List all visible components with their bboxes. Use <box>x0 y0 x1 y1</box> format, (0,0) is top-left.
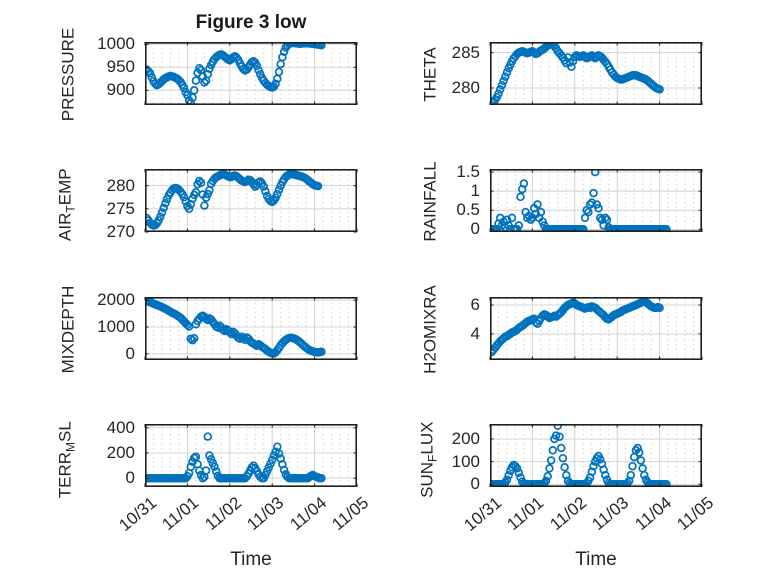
subplot-rainfall <box>489 169 703 233</box>
y-tick-label: 400 <box>106 417 135 437</box>
minor-grid <box>152 298 350 359</box>
axes-border <box>490 424 702 488</box>
y-tick-label: 4 <box>470 323 480 343</box>
minor-grid <box>497 298 695 359</box>
scatter-series <box>490 42 664 105</box>
y-tick-label: 2000 <box>97 290 135 310</box>
scatter-series <box>490 297 664 357</box>
axes-border <box>490 169 702 233</box>
y-tick-label: 1.5 <box>456 162 480 182</box>
axes-border <box>145 169 357 233</box>
y-tick-label: 950 <box>106 57 135 77</box>
axes-border <box>490 297 702 361</box>
subplot-air_temp <box>144 169 358 233</box>
major-grid <box>145 42 357 105</box>
y-tick-label: 100 <box>451 451 480 471</box>
subplot-sun_flux <box>489 424 703 488</box>
y-tick-label: 280 <box>451 78 480 97</box>
y-tick-label: 0.5 <box>456 200 480 220</box>
subplot-mixdepth <box>144 297 358 361</box>
x-axis-label-left: Time <box>230 549 272 570</box>
y-tick-label: 1000 <box>97 34 135 54</box>
y-tick-label: 285 <box>451 42 480 62</box>
y-tick-label: 1 <box>470 181 480 201</box>
minor-grid <box>152 43 350 104</box>
y-tick-label: 1000 <box>97 317 135 337</box>
subplot-h2omixra <box>489 297 703 361</box>
y-tick-label: 6 <box>470 294 480 314</box>
y-tick-label: 0 <box>470 219 480 239</box>
axes-border <box>145 297 357 361</box>
y-tick-label: 0 <box>470 474 480 494</box>
y-axis-label-sun_flux: SUNFLUX <box>417 421 440 498</box>
scatter-series <box>145 432 326 483</box>
scatter-series <box>490 169 671 232</box>
figure-title: Figure 3 low <box>195 12 307 33</box>
y-tick-label: 0 <box>125 468 135 488</box>
x-axis-label-right: Time <box>575 549 617 570</box>
subplot-terr_msl <box>144 424 358 488</box>
scatter-series <box>490 424 671 487</box>
y-tick-label: 200 <box>106 442 135 462</box>
y-axis-label-terr_msl: TERRMSL <box>55 420 78 498</box>
scatter-series <box>145 42 326 105</box>
y-tick-label: 270 <box>106 222 135 241</box>
y-tick-label: 0 <box>125 343 135 363</box>
axes-border <box>145 42 357 106</box>
subplot-theta <box>489 42 703 106</box>
axes-border <box>490 42 702 106</box>
scatter-series <box>145 297 326 358</box>
minor-grid <box>497 425 695 486</box>
subplot-pressure <box>144 42 358 106</box>
y-tick-label: 275 <box>106 198 135 218</box>
y-tick-label: 280 <box>106 175 135 195</box>
y-tick-label: 900 <box>106 80 135 100</box>
minor-grid <box>497 170 695 231</box>
y-tick-label: 200 <box>451 428 480 448</box>
axes-border <box>145 424 357 488</box>
scatter-series <box>145 169 323 230</box>
axes-ticks <box>144 42 358 105</box>
